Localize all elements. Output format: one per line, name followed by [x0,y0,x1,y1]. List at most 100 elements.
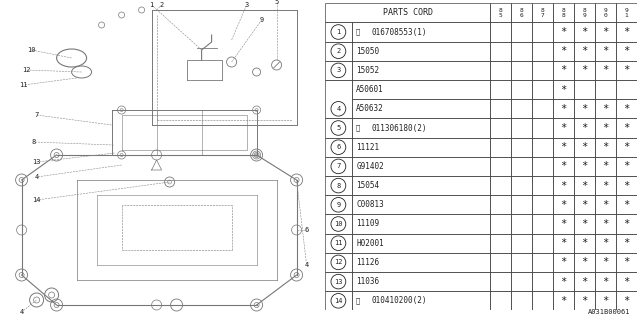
Text: A031B00061: A031B00061 [588,309,630,315]
Bar [532,157,553,176]
Text: *: * [602,180,609,191]
Text: 9
0: 9 0 [604,8,607,18]
Bar [595,138,616,157]
Bar [574,61,595,80]
Text: 3: 3 [244,2,249,8]
Bar [351,253,490,272]
Bar [351,118,490,138]
Text: *: * [561,27,567,37]
Text: *: * [602,161,609,172]
Bar [351,214,490,234]
Bar [574,195,595,214]
Text: 10: 10 [334,221,342,227]
Bar [532,176,553,195]
Text: 8
7: 8 7 [541,8,545,18]
Bar [553,234,574,253]
Text: *: * [623,65,630,76]
Bar [553,214,574,234]
Bar [325,253,351,272]
Bar [595,118,616,138]
Bar [616,234,637,253]
Bar [595,61,616,80]
Bar [616,61,637,80]
Text: 1: 1 [336,29,340,35]
Text: *: * [561,296,567,306]
Text: *: * [602,200,609,210]
Bar [574,291,595,310]
Bar [325,22,351,42]
Text: C00813: C00813 [356,200,384,209]
Text: *: * [561,161,567,172]
Bar [351,291,490,310]
Bar [553,157,574,176]
Text: *: * [581,257,588,268]
Bar [511,80,532,99]
Bar [574,42,595,61]
Bar [511,118,532,138]
Bar [595,291,616,310]
Text: 10: 10 [28,47,36,53]
Bar [351,80,490,99]
Text: *: * [623,276,630,287]
Bar [325,61,351,80]
Bar [511,195,532,214]
Bar [574,22,595,42]
Bar [511,272,532,291]
Text: 8
6: 8 6 [520,8,524,18]
Text: 9: 9 [259,17,264,23]
Bar [490,118,511,138]
Bar [532,61,553,80]
Text: A50632: A50632 [356,104,384,113]
Bar [553,42,574,61]
Text: 4: 4 [305,262,308,268]
Bar [553,22,574,42]
Text: Ⓑ: Ⓑ [355,298,360,304]
Text: *: * [561,180,567,191]
Text: 1: 1 [150,2,154,8]
Bar [351,99,490,118]
Text: 11: 11 [19,82,28,88]
Text: 11: 11 [334,240,342,246]
Bar [511,157,532,176]
Bar [325,80,351,118]
Text: *: * [623,142,630,152]
Text: *: * [581,219,588,229]
Bar [574,214,595,234]
Bar [553,61,574,80]
Bar [553,3,574,22]
Bar [511,61,532,80]
Text: 5: 5 [336,125,340,131]
Bar [490,22,511,42]
Text: *: * [602,27,609,37]
Bar [511,176,532,195]
Text: *: * [602,46,609,56]
Bar [616,253,637,272]
Text: 11126: 11126 [356,258,380,267]
Text: *: * [561,84,567,95]
Bar [595,157,616,176]
Text: *: * [561,200,567,210]
Text: *: * [561,276,567,287]
Bar [574,176,595,195]
Bar [616,291,637,310]
Text: *: * [602,238,609,248]
Bar [325,176,351,195]
Bar [616,118,637,138]
Text: *: * [602,257,609,268]
Bar [532,195,553,214]
Text: 010410200(2): 010410200(2) [372,296,428,305]
Bar [616,99,637,118]
Text: *: * [602,123,609,133]
Bar [595,176,616,195]
Text: 9
1: 9 1 [625,8,628,18]
Bar [574,118,595,138]
Bar [532,80,553,99]
Bar [595,80,616,99]
Text: 6: 6 [336,144,340,150]
Bar [490,272,511,291]
Text: 6: 6 [305,227,308,233]
Bar [351,138,490,157]
Text: 4: 4 [336,106,340,112]
Bar [616,3,637,22]
Bar [351,42,490,61]
